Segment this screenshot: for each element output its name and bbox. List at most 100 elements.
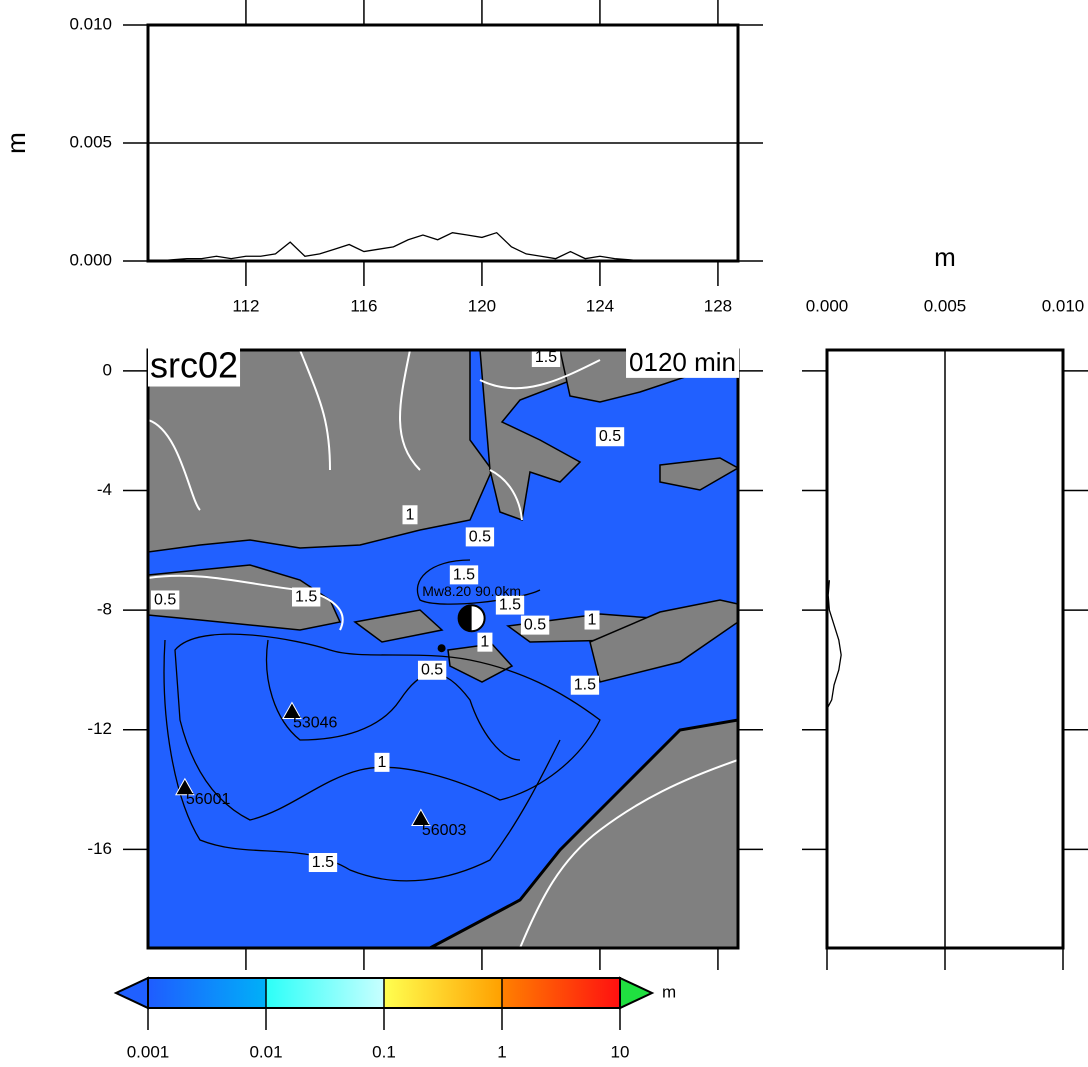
map: 1.50.510.51.51.50.5 1.510.5 10.51.511.5530… xyxy=(148,349,738,948)
contour-label: 1.5 xyxy=(535,349,557,366)
land xyxy=(148,350,738,948)
y-tick-label: -12 xyxy=(87,719,112,738)
label-box: 1 xyxy=(374,752,390,772)
map-time: 0120 min xyxy=(629,347,736,377)
colorbar-segment xyxy=(148,978,266,1008)
x-tick-label: 120 xyxy=(468,296,496,315)
contour-label: 1.5 xyxy=(499,597,521,614)
label-box: 0.5 xyxy=(595,427,625,447)
contour-label: 0.5 xyxy=(469,528,491,545)
contour-label: 1 xyxy=(406,506,415,523)
label-box: 1.5 xyxy=(308,853,338,873)
label-box: 0.5 xyxy=(150,590,180,610)
contour-label: 1.5 xyxy=(295,588,317,605)
label-box: 1.5 xyxy=(531,349,561,368)
colorbar-under xyxy=(113,976,149,1010)
x-tick-label: 0.010 xyxy=(1042,296,1085,315)
contour-label: 0.5 xyxy=(421,662,443,679)
contour-label: 0.5 xyxy=(154,591,176,608)
x-tick-label: 0.000 xyxy=(806,296,849,315)
station-label: 56001 xyxy=(186,791,231,808)
x-tick-label: 124 xyxy=(586,296,614,315)
colorbar-over xyxy=(619,976,655,1010)
colorbar-tick-label: 10 xyxy=(611,1042,630,1061)
x-axis-label: m xyxy=(934,242,956,272)
label-bg xyxy=(584,610,600,630)
label-box: 0.5 xyxy=(520,615,550,635)
beachball-quadrant xyxy=(458,605,472,632)
x-tick-label: 128 xyxy=(704,296,732,315)
colorbar-segment xyxy=(502,978,620,1008)
y-tick-label: -4 xyxy=(97,480,112,499)
frame xyxy=(146,348,740,950)
contour-label: 1.5 xyxy=(453,566,475,583)
label-bg xyxy=(477,632,493,652)
y-tick-label: -16 xyxy=(87,839,112,858)
label-bg xyxy=(595,427,625,447)
label-bg xyxy=(291,587,321,607)
label-bg xyxy=(520,615,550,635)
x-tick-label: 116 xyxy=(350,296,377,315)
contour-label: 1 xyxy=(480,634,489,651)
y-axis-label: m xyxy=(1,132,31,154)
colorbar-tick-label: 0.01 xyxy=(249,1042,282,1061)
label-bg xyxy=(417,660,447,680)
colorbar-tick-label: 0.1 xyxy=(372,1042,396,1061)
label-bg xyxy=(495,595,525,615)
contour-label: 1.5 xyxy=(574,677,596,694)
label-box: 1.5 xyxy=(449,565,479,585)
map-title: src02 xyxy=(150,345,238,386)
hypocenter-dot xyxy=(437,644,446,653)
colorbar-unit: m xyxy=(662,982,676,1001)
label-bg xyxy=(570,675,600,695)
label-bg xyxy=(402,505,418,525)
map-marks: 1.50.510.51.51.50.5 1.510.5 10.51.511.5530… xyxy=(150,349,625,873)
contour-label: 1 xyxy=(588,612,597,629)
station-marker xyxy=(175,777,195,796)
label-bg xyxy=(148,343,241,387)
y-tick-label: 0.005 xyxy=(69,132,112,151)
contour-label: 1.5 xyxy=(312,854,334,871)
data-line xyxy=(157,231,659,262)
frame xyxy=(825,348,1065,950)
label-box: 0.5 xyxy=(417,660,447,680)
label-bg xyxy=(626,345,739,378)
contour-label: 1 xyxy=(377,754,386,771)
contour-label: 0.5 xyxy=(599,428,621,445)
colorbar-frame xyxy=(147,977,621,1009)
y-tick-label: 0.000 xyxy=(69,250,112,269)
colorbar-segment xyxy=(266,978,384,1008)
label-box: 1 xyxy=(584,610,600,630)
x-tick-label: 112 xyxy=(232,296,259,315)
label-box: 1.5 xyxy=(495,595,525,615)
label-bg xyxy=(531,350,561,368)
contours xyxy=(148,350,738,948)
label-box: 1 xyxy=(402,505,418,525)
label-bg xyxy=(374,752,390,772)
x-tick-label: 0.005 xyxy=(924,296,967,315)
data-line xyxy=(826,580,842,710)
label-bg xyxy=(308,853,338,873)
label-box: src02 xyxy=(148,343,241,387)
label-box: 1 xyxy=(477,632,493,652)
contour-label: 0.5 xyxy=(524,617,546,634)
colorbar-segment xyxy=(384,978,502,1008)
label-bg xyxy=(449,565,479,585)
station-label: 56003 xyxy=(422,822,467,839)
label-box: 0.5 xyxy=(465,527,495,547)
station-label: 53046 xyxy=(293,715,338,732)
station-marker xyxy=(411,808,431,827)
y-tick-label: 0.010 xyxy=(69,14,112,33)
frame xyxy=(146,23,740,263)
label-box: 0120 min xyxy=(626,345,739,378)
label-box: 1.5 xyxy=(570,675,600,695)
y-tick-label: 0 xyxy=(103,360,112,379)
label-box: 1.5 xyxy=(291,587,321,607)
colorbar-tick-label: 0.001 xyxy=(127,1042,170,1061)
epicenter-label: Mw8.20 90.0km xyxy=(422,583,521,599)
label-bg xyxy=(465,527,495,547)
colorbar-tick-label: 1 xyxy=(497,1042,506,1061)
label-bg xyxy=(150,590,180,610)
y-tick-label: -8 xyxy=(97,600,112,619)
